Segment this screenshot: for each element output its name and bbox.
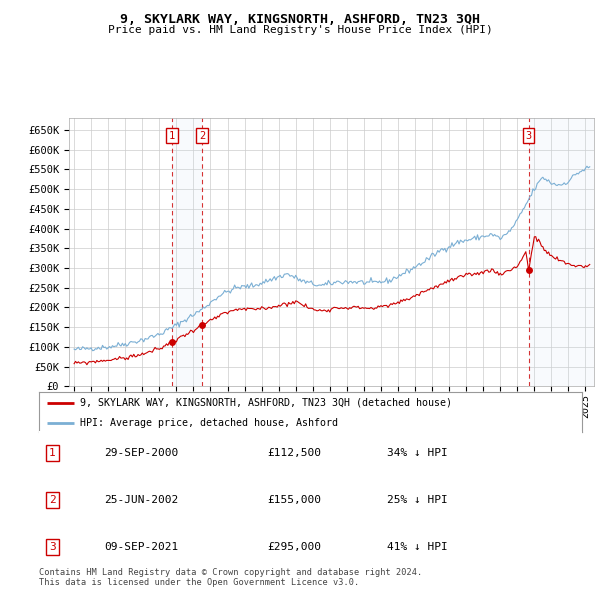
Text: 29-SEP-2000: 29-SEP-2000 — [104, 448, 178, 458]
Bar — [172, 118, 202, 386]
Text: 25-JUN-2002: 25-JUN-2002 — [104, 495, 178, 505]
Text: 2: 2 — [199, 131, 205, 141]
Text: 9, SKYLARK WAY, KINGSNORTH, ASHFORD, TN23 3QH (detached house): 9, SKYLARK WAY, KINGSNORTH, ASHFORD, TN2… — [80, 398, 452, 408]
Text: 9, SKYLARK WAY, KINGSNORTH, ASHFORD, TN23 3QH: 9, SKYLARK WAY, KINGSNORTH, ASHFORD, TN2… — [120, 13, 480, 26]
Text: 3: 3 — [526, 131, 532, 141]
Text: Price paid vs. HM Land Registry's House Price Index (HPI): Price paid vs. HM Land Registry's House … — [107, 25, 493, 35]
Text: 2: 2 — [49, 495, 56, 505]
Text: 1: 1 — [49, 448, 56, 458]
Text: 3: 3 — [49, 542, 56, 552]
Text: 25% ↓ HPI: 25% ↓ HPI — [386, 495, 447, 505]
Text: HPI: Average price, detached house, Ashford: HPI: Average price, detached house, Ashf… — [80, 418, 338, 428]
Text: 09-SEP-2021: 09-SEP-2021 — [104, 542, 178, 552]
Text: £112,500: £112,500 — [267, 448, 321, 458]
Bar — [529, 118, 594, 386]
Text: 1: 1 — [169, 131, 175, 141]
Text: Contains HM Land Registry data © Crown copyright and database right 2024.
This d: Contains HM Land Registry data © Crown c… — [39, 568, 422, 587]
Text: 41% ↓ HPI: 41% ↓ HPI — [386, 542, 447, 552]
Text: £295,000: £295,000 — [267, 542, 321, 552]
Text: £155,000: £155,000 — [267, 495, 321, 505]
Text: 34% ↓ HPI: 34% ↓ HPI — [386, 448, 447, 458]
